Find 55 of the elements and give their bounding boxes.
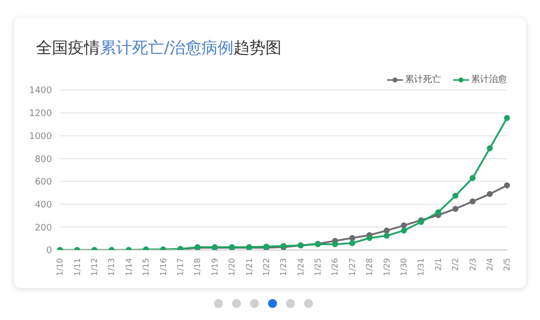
point (452, 206, 458, 212)
x-tick-label: 1/30 (400, 258, 409, 276)
x-tick-label: 2/1 (434, 258, 443, 271)
y-tick-label: 400 (34, 200, 52, 210)
point (504, 182, 510, 188)
y-tick-label: 200 (34, 223, 52, 234)
point (435, 209, 442, 216)
x-tick-label: 1/11 (72, 258, 82, 276)
point (400, 222, 407, 228)
x-tick-label: 1/26 (330, 258, 340, 276)
y-tick-label: 1000 (29, 132, 52, 142)
x-tick-label: 1/21 (244, 258, 254, 276)
point (349, 235, 356, 241)
x-tick-label: 1/16 (158, 258, 168, 276)
point (400, 228, 407, 234)
point (384, 228, 390, 234)
point (366, 235, 372, 241)
x-tick-label: 1/28 (365, 258, 374, 276)
x-tick-label: 1/19 (210, 258, 220, 276)
chart-title: 全国疫情累计死亡/治愈病例趋势图 (36, 38, 282, 59)
x-tick-label: 2/2 (451, 258, 460, 271)
point (486, 191, 493, 197)
y-tick-label: 600 (34, 178, 52, 188)
x-tick-label: 1/18 (193, 258, 202, 276)
x-tick-label: 1/23 (279, 258, 288, 276)
x-tick-label: 1/20 (228, 258, 237, 276)
y-tick-label: 1200 (29, 109, 52, 120)
x-tick-label: 1/25 (314, 258, 323, 276)
x-tick-label: 1/24 (296, 258, 306, 276)
x-tick-label: 1/10 (56, 258, 65, 276)
legend-label: 累计治愈 (470, 74, 507, 86)
point (332, 241, 338, 248)
y-tick-label: 0 (46, 246, 52, 256)
x-tick-label: 1/31 (416, 258, 426, 276)
point (384, 232, 390, 239)
point (470, 175, 476, 181)
x-tick-label: 1/29 (382, 258, 392, 276)
x-tick-label: 1/27 (348, 258, 357, 276)
x-tick-label: 1/15 (142, 258, 151, 276)
x-tick-label: 2/4 (485, 258, 494, 271)
point (504, 115, 510, 121)
x-tick-label: 1/17 (176, 258, 186, 276)
x-tick-label: 2/3 (468, 258, 478, 271)
x-tick-label: 1/14 (124, 258, 134, 276)
y-tick-label: 800 (34, 154, 52, 165)
x-tick-label: 2/5 (502, 258, 512, 271)
x-tick-label: 1/22 (262, 258, 271, 276)
point (452, 192, 458, 199)
legend-label: 累计死亡 (404, 74, 441, 86)
y-tick-label: 1400 (29, 86, 52, 96)
x-tick-label: 1/12 (90, 258, 100, 276)
x-tick-label: 1/13 (107, 258, 116, 276)
point (470, 198, 476, 204)
point (349, 240, 356, 246)
point (486, 145, 493, 152)
